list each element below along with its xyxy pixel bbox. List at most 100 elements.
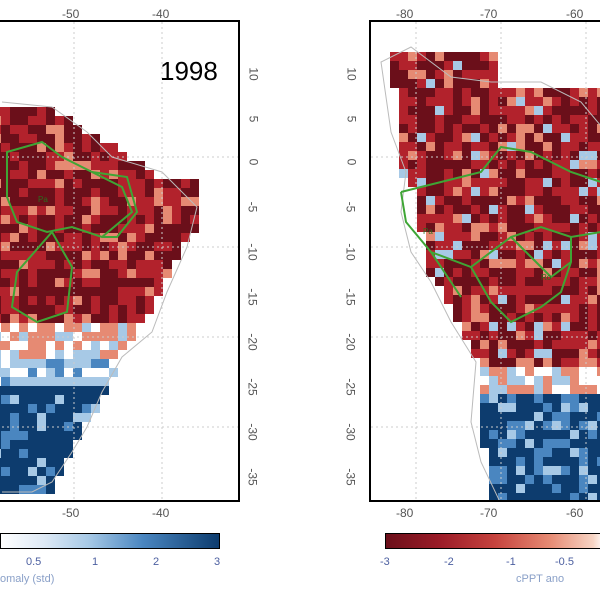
anomaly-cell — [91, 341, 100, 350]
anomaly-cell — [118, 206, 127, 215]
anomaly-cell — [489, 277, 498, 286]
anomaly-cell — [525, 403, 534, 412]
anomaly-cell — [172, 179, 181, 188]
anomaly-cell — [471, 52, 480, 61]
anomaly-cell — [498, 88, 507, 97]
anomaly-cell — [489, 232, 498, 241]
anomaly-cell — [543, 340, 552, 349]
anomaly-cell — [37, 440, 46, 449]
anomaly-cell — [46, 179, 55, 188]
anomaly-cell — [46, 359, 55, 368]
anomaly-cell — [435, 214, 444, 223]
anomaly-cell — [435, 268, 444, 277]
anomaly-cell — [172, 188, 181, 197]
anomaly-cell — [100, 188, 109, 197]
anomaly-cell — [10, 368, 19, 377]
anomaly-cell — [561, 493, 570, 500]
anomaly-cell — [55, 341, 64, 350]
anomaly-cell — [55, 260, 64, 269]
anomaly-cell — [507, 160, 516, 169]
anomaly-cell — [82, 413, 91, 422]
anomaly-cell — [0, 134, 1, 143]
anomaly-cell — [100, 386, 109, 395]
anomaly-cell — [507, 493, 516, 500]
anomaly-cell — [55, 404, 64, 413]
anomaly-cell — [516, 169, 525, 178]
anomaly-cell — [507, 187, 516, 196]
anomaly-cell — [435, 187, 444, 196]
anomaly-cell — [579, 115, 588, 124]
anomaly-cell — [561, 124, 570, 133]
anomaly-cell — [64, 323, 73, 332]
anomaly-cell — [0, 224, 1, 233]
anomaly-cell — [552, 493, 561, 500]
anomaly-cell — [1, 296, 10, 305]
anomaly-cell — [489, 133, 498, 142]
anomaly-cell — [597, 484, 600, 493]
anomaly-cell — [597, 115, 600, 124]
anomaly-cell — [127, 179, 136, 188]
anomaly-cell — [489, 88, 498, 97]
anomaly-cell — [136, 197, 145, 206]
anomaly-cell — [525, 295, 534, 304]
anomaly-cell — [444, 223, 453, 232]
anomaly-cell — [507, 403, 516, 412]
anomaly-cell — [489, 268, 498, 277]
anomaly-cell — [435, 142, 444, 151]
anomaly-cell — [516, 286, 525, 295]
anomaly-cell — [552, 124, 561, 133]
anomaly-cell — [498, 322, 507, 331]
anomaly-cell — [498, 439, 507, 448]
anomaly-cell — [109, 350, 118, 359]
anomaly-cell — [534, 250, 543, 259]
anomaly-cell — [453, 268, 462, 277]
anomaly-cell — [597, 304, 600, 313]
anomaly-cell — [597, 412, 600, 421]
anomaly-cell — [570, 403, 579, 412]
anomaly-cell — [1, 485, 10, 494]
anomaly-cell — [552, 205, 561, 214]
anomaly-cell — [82, 395, 91, 404]
anomaly-cell — [579, 367, 588, 376]
anomaly-cell — [426, 241, 435, 250]
anomaly-cell — [118, 350, 127, 359]
anomaly-cell — [471, 232, 480, 241]
anomaly-cell — [507, 448, 516, 457]
anomaly-cell — [19, 368, 28, 377]
anomaly-cell — [561, 268, 570, 277]
anomaly-cell — [507, 151, 516, 160]
anomaly-cell — [516, 295, 525, 304]
anomaly-cell — [417, 106, 426, 115]
anomaly-cell — [64, 449, 73, 458]
anomaly-cell — [399, 115, 408, 124]
anomaly-cell — [534, 88, 543, 97]
anomaly-cell — [516, 205, 525, 214]
anomaly-cell — [19, 125, 28, 134]
anomaly-cell — [534, 448, 543, 457]
right-lat-tick: 0 — [344, 158, 359, 166]
right-bottom-lon-tick: -60 — [566, 506, 584, 520]
anomaly-cell — [507, 196, 516, 205]
anomaly-cell — [444, 151, 453, 160]
anomaly-cell — [588, 97, 597, 106]
anomaly-cell — [552, 151, 561, 160]
anomaly-cell — [118, 341, 127, 350]
anomaly-cell — [552, 169, 561, 178]
anomaly-cell — [136, 170, 145, 179]
anomaly-cell — [498, 349, 507, 358]
anomaly-cell — [399, 79, 408, 88]
anomaly-cell — [1, 404, 10, 413]
anomaly-cell — [480, 214, 489, 223]
anomaly-cell — [46, 413, 55, 422]
anomaly-cell — [525, 313, 534, 322]
anomaly-cell — [73, 368, 82, 377]
anomaly-cell — [534, 430, 543, 439]
anomaly-cell — [471, 70, 480, 79]
anomaly-cell — [588, 88, 597, 97]
anomaly-cell — [552, 457, 561, 466]
anomaly-cell — [426, 268, 435, 277]
anomaly-cell — [19, 233, 28, 242]
anomaly-cell — [534, 142, 543, 151]
anomaly-cell — [1, 377, 10, 386]
anomaly-cell — [507, 466, 516, 475]
